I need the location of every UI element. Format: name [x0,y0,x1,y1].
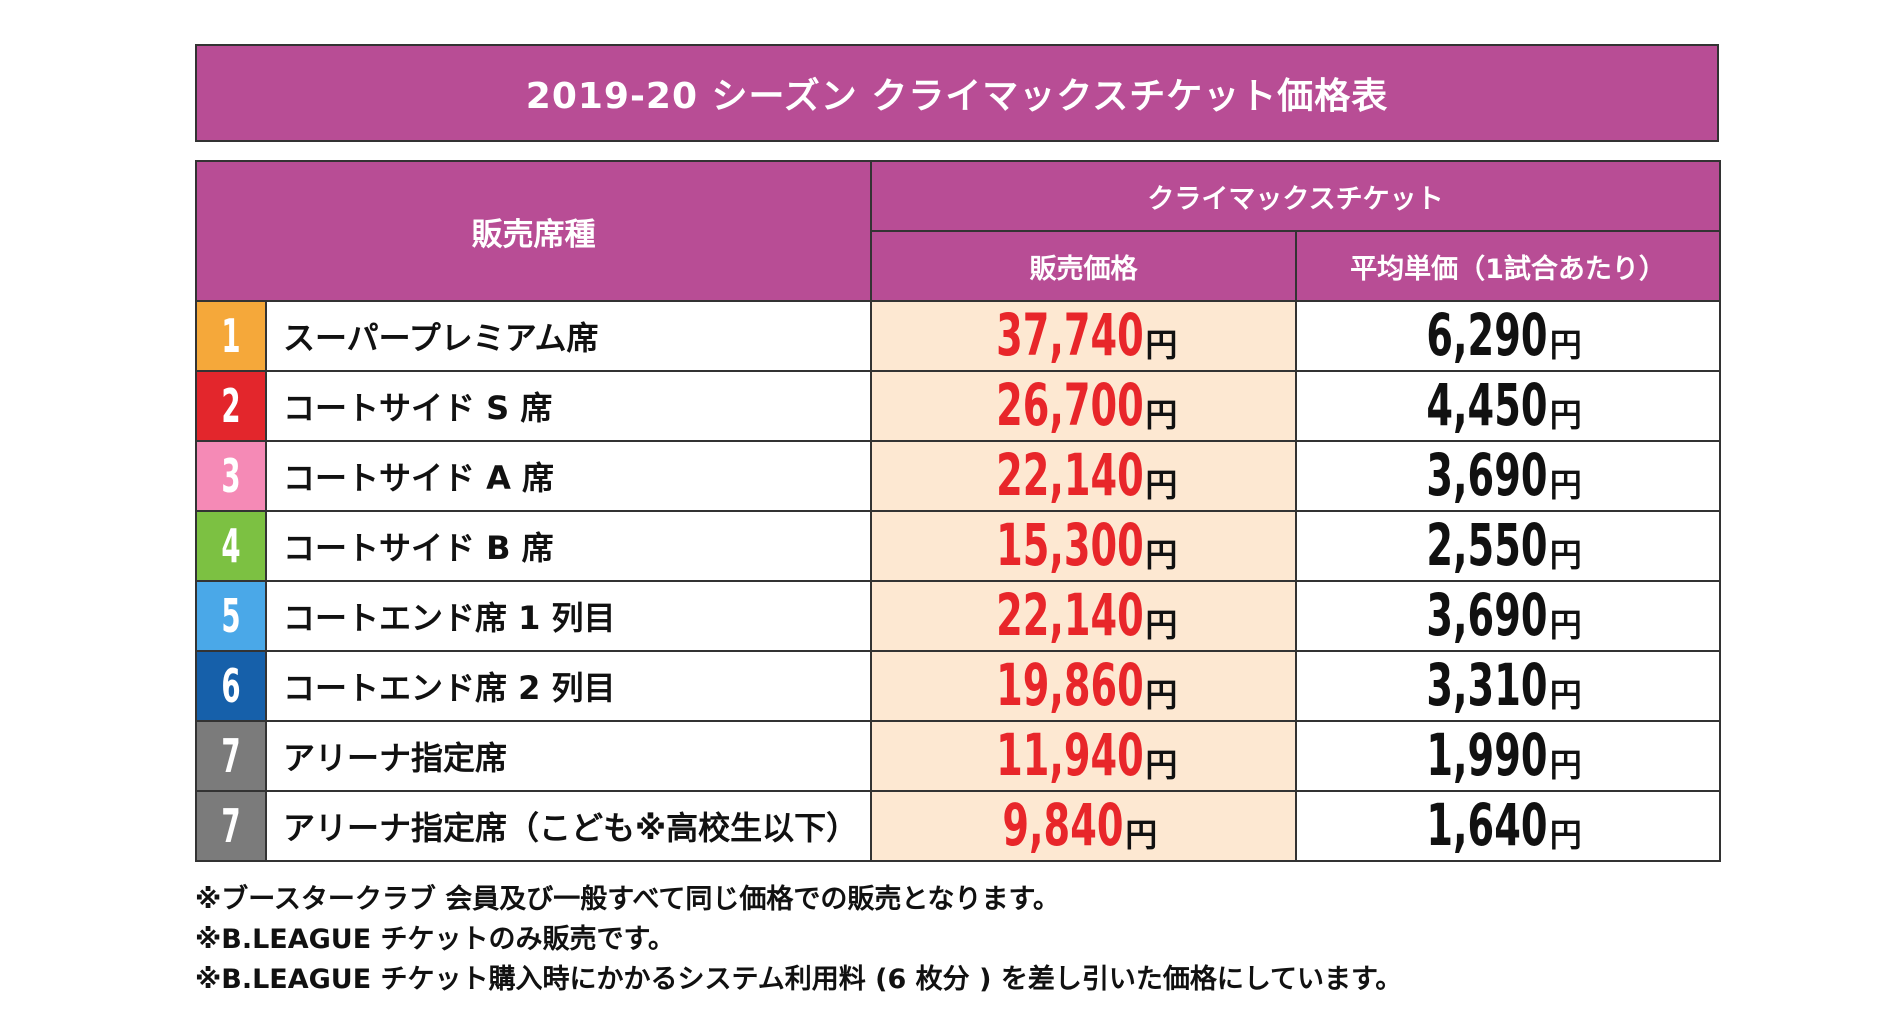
seat-name: アリーナ指定席 [265,720,872,792]
header-sale-price: 販売価格 [870,230,1297,302]
average-price-cell: 3,690円 [1294,580,1722,652]
seat-number-badge: 5 [195,580,267,652]
table-row: 7 アリーナ指定席（こども※高校生以下） 9,840円 1,640円 [195,790,1722,862]
average-price-value: 3,310 [1426,651,1548,720]
header-average-price: 平均単価（1試合あたり） [1294,230,1722,302]
yen-unit: 円 [1549,675,1582,714]
seat-name: コートエンド席 1 列目 [265,580,872,652]
sale-price-cell: 9,840円 [870,790,1297,862]
yen-unit: 円 [1549,535,1582,574]
seat-name: コートサイド S 席 [265,370,872,442]
table-row: 2 コートサイド S 席 26,700円 4,450円 [195,370,1722,442]
yen-unit: 円 [1145,745,1178,784]
sale-price-cell: 37,740円 [870,300,1297,372]
yen-unit: 円 [1549,745,1582,784]
average-price-value: 2,550 [1426,511,1548,580]
average-price-value: 1,990 [1426,721,1548,790]
seat-name: コートサイド A 席 [265,440,872,512]
seat-number-badge: 2 [195,370,267,442]
seat-number-badge: 4 [195,510,267,582]
sale-price-cell: 22,140円 [870,440,1297,512]
average-price-cell: 3,690円 [1294,440,1722,512]
table-row: 3 コートサイド A 席 22,140円 3,690円 [195,440,1722,512]
seat-name: スーパープレミアム席 [265,300,872,372]
sale-price-value: 26,700 [995,371,1144,440]
seat-number-badge: 1 [195,300,267,372]
table-body: 1 スーパープレミアム席 37,740円 6,290円 2 コートサイド S 席 26,70… [195,300,1722,862]
sale-price-value: 22,140 [995,441,1144,510]
table-row: 1 スーパープレミアム席 37,740円 6,290円 [195,300,1722,372]
yen-unit: 円 [1145,395,1178,434]
seat-name: コートサイド B 席 [265,510,872,582]
notes: ※ブースタークラブ 会員及び一般すべて同じ価格での販売となります。 ※B.LEA… [195,880,1719,1000]
seat-name: コートエンド席 2 列目 [265,650,872,722]
table-row: 6 コートエンド席 2 列目 19,860円 3,310円 [195,650,1722,722]
average-price-cell: 3,310円 [1294,650,1722,722]
average-price-cell: 4,450円 [1294,370,1722,442]
yen-unit: 円 [1549,605,1582,644]
sale-price-value: 19,860 [995,651,1144,720]
average-price-value: 3,690 [1426,441,1548,510]
yen-unit: 円 [1145,325,1178,364]
note-line: ※ブースタークラブ 会員及び一般すべて同じ価格での販売となります。 [195,884,1060,915]
sale-price-value: 37,740 [995,301,1144,370]
table-row: 7 アリーナ指定席 11,940円 1,990円 [195,720,1722,792]
average-price-cell: 2,550円 [1294,510,1722,582]
average-price-cell: 6,290円 [1294,300,1722,372]
seat-number-badge: 7 [195,720,267,792]
table-row: 4 コートサイド B 席 15,300円 2,550円 [195,510,1722,582]
yen-unit: 円 [1549,325,1582,364]
seat-name: アリーナ指定席（こども※高校生以下） [265,790,872,862]
sale-price-cell: 22,140円 [870,580,1297,652]
yen-unit: 円 [1145,535,1178,574]
yen-unit: 円 [1125,815,1158,854]
sale-price-value: 22,140 [995,581,1144,650]
sale-price-cell: 19,860円 [870,650,1297,722]
yen-unit: 円 [1145,675,1178,714]
yen-unit: 円 [1549,465,1582,504]
header-seat-type: 販売席種 [195,160,872,302]
average-price-cell: 1,990円 [1294,720,1722,792]
seat-number-badge: 7 [195,790,267,862]
sale-price-value: 15,300 [995,511,1144,580]
seat-number-badge: 6 [195,650,267,722]
price-table: 販売席種 クライマックスチケット 販売価格 平均単価（1試合あたり） 1 スーパー… [195,160,1722,862]
note-line: ※B.LEAGUE チケットのみ販売です。 [195,924,675,955]
table-row: 5 コートエンド席 1 列目 22,140円 3,690円 [195,580,1722,652]
sale-price-value: 9,840 [1002,791,1124,860]
sale-price-value: 11,940 [995,721,1144,790]
sale-price-cell: 26,700円 [870,370,1297,442]
average-price-cell: 1,640円 [1294,790,1722,862]
yen-unit: 円 [1145,605,1178,644]
sale-price-cell: 15,300円 [870,510,1297,582]
yen-unit: 円 [1549,815,1582,854]
yen-unit: 円 [1549,395,1582,434]
sale-price-cell: 11,940円 [870,720,1297,792]
average-price-value: 1,640 [1426,791,1548,860]
header-climax-ticket: クライマックスチケット [869,160,1722,232]
average-price-value: 3,690 [1426,581,1548,650]
note-line: ※B.LEAGUE チケット購入時にかかるシステム利用料 (6 枚分 ) を差し… [195,964,1403,995]
page-title: 2019-20 シーズン クライマックスチケット価格表 [195,44,1719,142]
yen-unit: 円 [1145,465,1178,504]
average-price-value: 4,450 [1426,371,1548,440]
seat-number-badge: 3 [195,440,267,512]
average-price-value: 6,290 [1426,301,1548,370]
